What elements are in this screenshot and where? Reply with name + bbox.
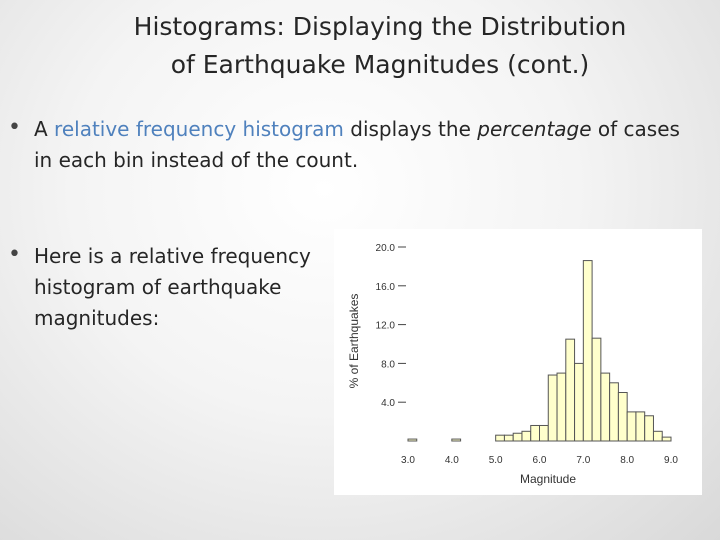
x-tick-label: 8.0 (620, 455, 634, 466)
x-tick-label: 3.0 (401, 455, 415, 466)
x-axis-label: Magnitude (520, 472, 576, 486)
bullet-dot-icon: • (8, 242, 21, 267)
histogram-bar (565, 338, 576, 442)
histogram-bar (530, 424, 541, 442)
bullet1-italic: percentage (477, 117, 592, 141)
histogram-bar (407, 438, 418, 442)
x-tick-label: 5.0 (489, 455, 503, 466)
histogram-panel: % of Earthquakes Magnitude 4.0 8.0 12.0 16.… (334, 229, 702, 495)
slide-title: Histograms: Displaying the Distribution … (40, 8, 720, 84)
histogram-bar (617, 392, 628, 442)
histogram-bar (582, 260, 593, 442)
histogram-bar (503, 434, 514, 442)
slide-title-line2: of Earthquake Magnitudes (cont.) (170, 50, 590, 79)
x-tick-label: 7.0 (576, 455, 590, 466)
bullet-dot-icon: • (8, 115, 21, 140)
histogram-bar (556, 372, 567, 442)
histogram-bar (495, 434, 505, 442)
y-tick-label: 20.0 (376, 243, 396, 254)
y-tick-label: 12.0 (376, 321, 396, 332)
bullet1-mid: displays the (343, 117, 478, 141)
histogram-bar (626, 411, 637, 442)
bullet1-post: of cases in each bin instead of the coun… (34, 117, 680, 172)
histogram-bar (644, 415, 654, 442)
histogram-bar (652, 430, 663, 442)
y-tick-label: 8.0 (381, 359, 395, 370)
bullet2-text: Here is a relative frequency histogram o… (34, 244, 311, 330)
histogram-bar (521, 430, 532, 442)
histogram-bar (539, 424, 549, 442)
histogram-bar (635, 411, 646, 442)
y-axis-label: % of Earthquakes (347, 294, 361, 389)
histogram-bar (591, 337, 602, 442)
bullet1-pre: A (34, 117, 55, 141)
histogram-bar (609, 382, 619, 442)
bullet1-highlight: relative frequency histogram (54, 117, 344, 141)
histogram-bar (600, 372, 611, 442)
histogram-bar (451, 438, 462, 442)
y-tick-label: 4.0 (381, 398, 395, 409)
histogram-bar (661, 436, 672, 442)
bullet-histogram-intro: • Here is a relative frequency histogram … (8, 241, 334, 334)
histogram-chart: % of Earthquakes Magnitude 4.0 8.0 12.0 16.… (347, 243, 678, 486)
bullet-relative-frequency: • A relative frequency histogram displays… (8, 114, 704, 176)
x-tick-label: 6.0 (533, 455, 547, 466)
histogram-bar (574, 362, 584, 442)
x-tick-label: 9.0 (664, 455, 678, 466)
histogram-bar (547, 374, 558, 442)
y-tick-label: 16.0 (376, 282, 396, 293)
x-tick-label: 4.0 (445, 455, 459, 466)
slide-title-line1: Histograms: Displaying the Distribution (133, 12, 627, 41)
histogram-bar (512, 432, 523, 442)
